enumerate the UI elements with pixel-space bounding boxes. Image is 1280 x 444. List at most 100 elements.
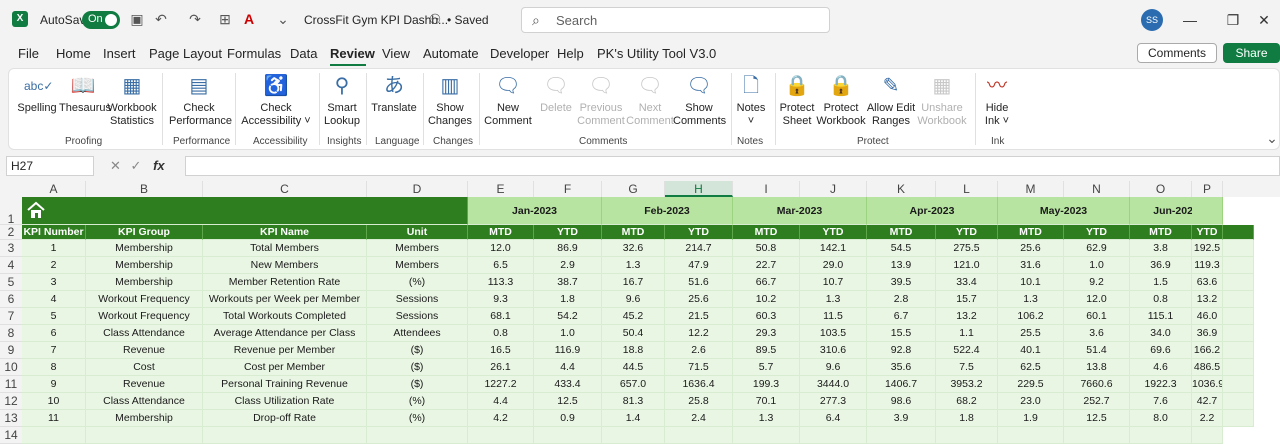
table-cell[interactable]: Class Attendance [86,393,203,410]
notes-button[interactable]: 🗋 Notes ˅ [736,75,766,127]
table-cell[interactable]: 5.7 [733,359,800,376]
table-cell[interactable]: 50.8 [733,240,800,257]
table-cell[interactable]: 166.2 [1192,342,1223,359]
table-cell[interactable]: 7 [22,342,86,359]
table-cell[interactable]: 1636.4 [665,376,733,393]
table-cell[interactable]: 7660.6 [1064,376,1130,393]
empty-cell[interactable] [936,427,998,444]
save-icon[interactable]: ▣ [130,11,144,27]
borders-icon[interactable]: ⊞ [219,11,231,27]
table-cell[interactable]: 1.5 [1130,274,1192,291]
empty-cell[interactable] [534,427,602,444]
ribbon-collapse-icon[interactable]: ⌄ [1266,130,1278,146]
table-cell[interactable]: Revenue [86,376,203,393]
table-cell[interactable]: 25.5 [998,325,1064,342]
table-cell[interactable]: 4.4 [468,393,534,410]
column-header-o[interactable]: O [1130,181,1192,197]
table-cell[interactable]: 36.9 [1192,325,1223,342]
table-cell-partial[interactable] [1223,274,1254,291]
table-cell[interactable]: Workout Frequency [86,308,203,325]
table-cell[interactable]: 86.9 [534,240,602,257]
row-header-14[interactable]: 14 [0,427,22,444]
table-cell[interactable]: Membership [86,274,203,291]
table-cell[interactable]: 12.2 [665,325,733,342]
row-header-1[interactable]: 1 [0,197,22,226]
column-header-h[interactable]: H [665,181,733,197]
table-cell-partial[interactable] [1223,393,1254,410]
table-cell[interactable]: 12.5 [1064,410,1130,427]
table-cell[interactable]: 1.3 [998,291,1064,308]
table-cell[interactable]: 1.8 [936,410,998,427]
table-cell[interactable]: 40.1 [998,342,1064,359]
table-cell[interactable]: ($) [367,342,468,359]
table-cell[interactable]: 3.6 [1064,325,1130,342]
table-cell[interactable]: 2.9 [534,257,602,274]
menu-insert[interactable]: Insert [103,46,136,61]
table-cell[interactable]: 8 [22,359,86,376]
table-cell[interactable]: Workouts per Week per Member [203,291,367,308]
table-cell[interactable]: 1.3 [602,257,665,274]
table-cell[interactable]: 46.0 [1192,308,1223,325]
row-header-3[interactable]: 3 [0,240,22,257]
column-header-a[interactable]: A [22,181,86,197]
table-cell[interactable]: 657.0 [602,376,665,393]
table-cell[interactable]: 13.2 [936,308,998,325]
menu-home[interactable]: Home [56,46,91,61]
table-cell[interactable]: 47.9 [665,257,733,274]
table-cell[interactable]: 54.5 [867,240,936,257]
column-header-b[interactable]: B [86,181,203,197]
minimize-icon[interactable]: — [1183,12,1197,28]
table-cell[interactable]: 35.6 [867,359,936,376]
table-cell[interactable]: 229.5 [998,376,1064,393]
table-cell[interactable]: Member Retention Rate [203,274,367,291]
table-cell[interactable]: 433.4 [534,376,602,393]
table-cell[interactable]: Membership [86,240,203,257]
table-cell[interactable]: 7.5 [936,359,998,376]
menu-help[interactable]: Help [557,46,584,61]
table-cell[interactable]: 1.1 [936,325,998,342]
table-cell[interactable]: 10.2 [733,291,800,308]
protect-sheet-button[interactable]: 🔒 Protect Sheet [779,75,815,127]
table-cell[interactable]: 310.6 [800,342,867,359]
table-cell[interactable]: New Members [203,257,367,274]
smart-lookup-button[interactable]: ⚲ Smart Lookup [323,75,361,127]
table-cell-partial[interactable] [1223,410,1254,427]
empty-cell[interactable] [998,427,1064,444]
table-cell[interactable]: Sessions [367,308,468,325]
table-cell[interactable]: 106.2 [998,308,1064,325]
table-cell[interactable]: 2.2 [1192,410,1223,427]
table-cell[interactable]: 10 [22,393,86,410]
row-header-8[interactable]: 8 [0,325,22,342]
table-cell[interactable]: 214.7 [665,240,733,257]
table-cell[interactable]: Total Workouts Completed [203,308,367,325]
table-cell[interactable]: 92.8 [867,342,936,359]
menu-formulas[interactable]: Formulas [227,46,282,61]
menu-review[interactable]: Review [330,46,375,61]
table-cell[interactable]: 7.6 [1130,393,1192,410]
table-cell[interactable]: 50.4 [602,325,665,342]
undo-icon[interactable]: ↶ [155,11,167,27]
column-header-l[interactable]: L [936,181,998,197]
table-cell[interactable]: 9 [22,376,86,393]
table-cell[interactable]: 33.4 [936,274,998,291]
workbook-statistics-button[interactable]: ▦ Workbook Statistics [107,75,157,127]
unshare-workbook-button[interactable]: ▦ Unshare Workbook [917,75,967,127]
table-cell[interactable]: 4.2 [468,410,534,427]
table-cell[interactable]: 2.8 [867,291,936,308]
table-cell[interactable]: 9.6 [602,291,665,308]
check-performance-button[interactable]: ▤ Check Performance [169,75,232,127]
table-cell[interactable]: 89.5 [733,342,800,359]
table-cell[interactable]: 3953.2 [936,376,998,393]
check-accessibility-button[interactable]: ♿ Check Accessibility ˅ [241,75,311,127]
table-cell[interactable]: 4.4 [534,359,602,376]
empty-cell[interactable] [1192,427,1223,444]
table-cell[interactable]: 31.6 [998,257,1064,274]
table-cell[interactable]: 192.5 [1192,240,1223,257]
column-header-c[interactable]: C [203,181,367,197]
table-cell[interactable]: 2.4 [665,410,733,427]
table-cell[interactable]: (%) [367,274,468,291]
table-cell[interactable]: 69.6 [1130,342,1192,359]
translate-button[interactable]: あ Translate [371,75,417,114]
customize-toolbar-icon[interactable]: ⌄ [277,11,289,27]
cancel-icon[interactable]: ✕ [110,158,121,173]
